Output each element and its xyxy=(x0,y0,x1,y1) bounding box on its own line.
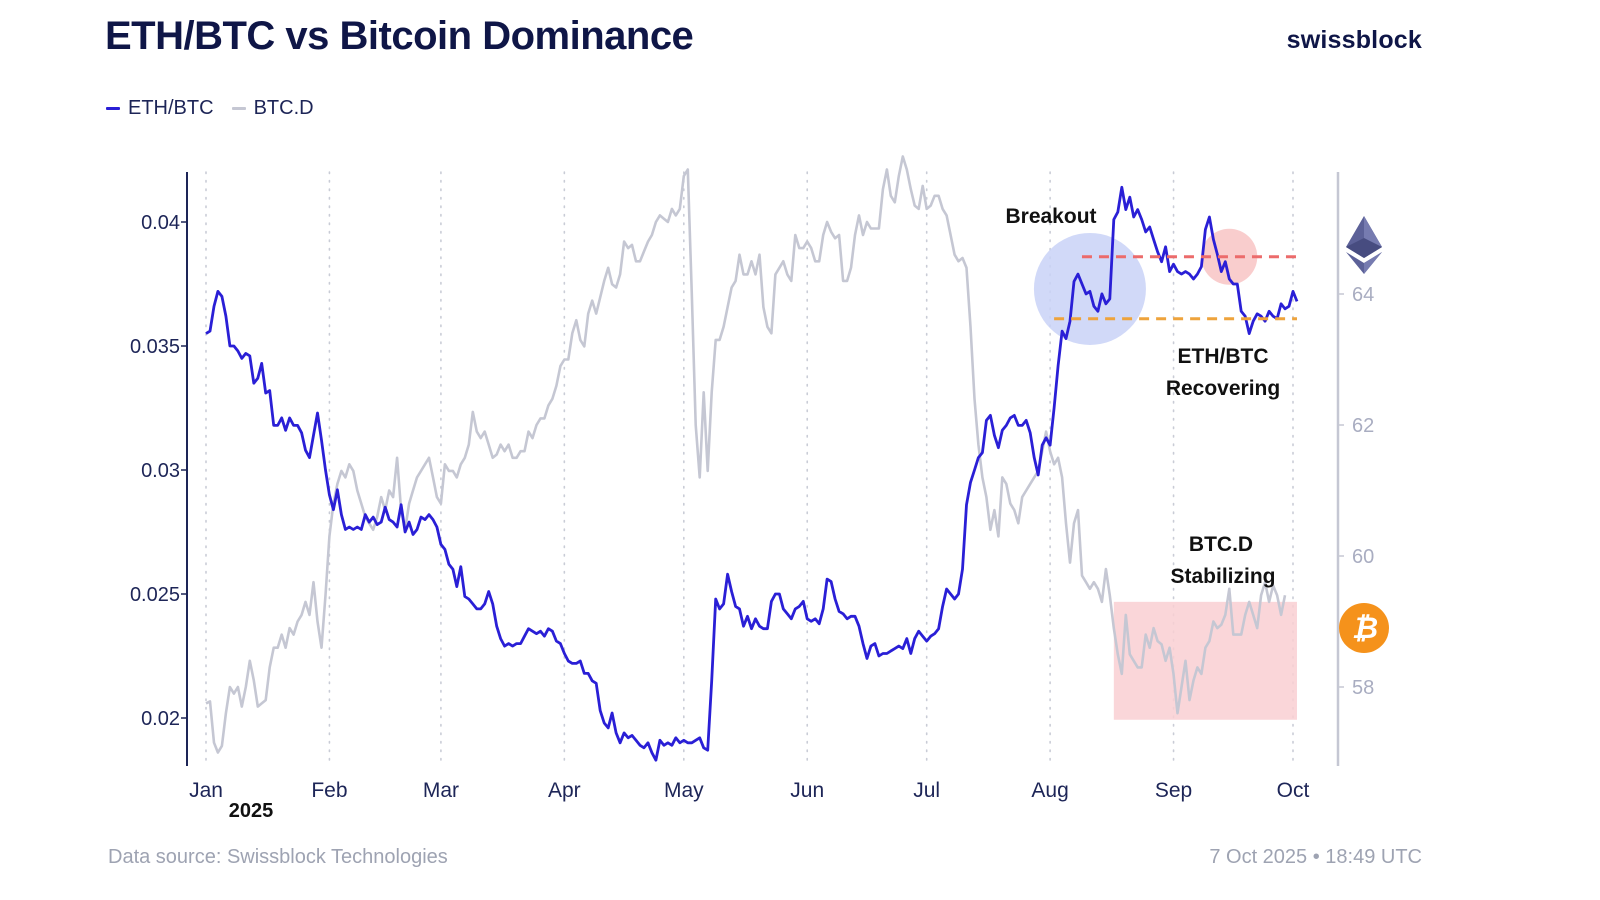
data-source: Data source: Swissblock Technologies xyxy=(108,846,448,868)
x-tick-label: Jun xyxy=(790,779,824,802)
right-axis-ticks: 58 60 62 64 xyxy=(1338,284,1374,699)
bitcoin-icon: ₿ xyxy=(1339,603,1389,653)
timestamp: 7 Oct 2025 • 18:49 UTC xyxy=(1209,846,1422,868)
breakout-circle xyxy=(1033,232,1146,345)
legend-swatch-btc-d xyxy=(231,107,246,110)
legend-label-eth-btc: ETH/BTC xyxy=(128,97,214,119)
chart-title: ETH/BTC vs Bitcoin Dominance xyxy=(105,14,694,58)
svg-text:₿: ₿ xyxy=(1352,612,1378,645)
annotation-recovering: Recovering xyxy=(1166,377,1280,400)
x-tick-label: May xyxy=(664,779,704,802)
x-tick-label: Jan xyxy=(189,779,223,802)
year-label: 2025 xyxy=(229,800,274,822)
legend-item-eth-btc[interactable]: ETH/BTC xyxy=(106,97,214,120)
brand-logo: swissblock xyxy=(1286,26,1422,54)
legend-item-btc-d[interactable]: BTC.D xyxy=(231,97,314,120)
x-tick-label: Sep xyxy=(1155,779,1192,802)
x-tick-label: Jul xyxy=(913,779,940,802)
ethereum-icon xyxy=(1346,216,1382,274)
x-tick-label: Mar xyxy=(423,779,459,802)
eth-btc-line xyxy=(205,185,1299,762)
annotation-breakout: Breakout xyxy=(1005,205,1096,228)
annotation-eth-btc: ETH/BTC xyxy=(1178,345,1269,368)
left-tick-label: 0.025 xyxy=(130,584,180,606)
stabilizing-box xyxy=(1113,601,1297,720)
x-tick-label: Feb xyxy=(311,779,347,802)
right-tick-label: 58 xyxy=(1352,677,1374,699)
left-axis-ticks: 0.02 0.025 0.03 0.035 0.04 xyxy=(130,212,187,730)
legend-swatch-eth-btc xyxy=(106,107,120,110)
x-tick-label: Apr xyxy=(548,779,581,802)
x-tick-label: Aug xyxy=(1031,779,1068,802)
right-tick-label: 62 xyxy=(1352,415,1374,437)
annotation-btc-d: BTC.D xyxy=(1189,533,1253,556)
left-tick-label: 0.03 xyxy=(141,460,180,482)
right-tick-label: 64 xyxy=(1352,284,1374,306)
x-axis-ticks: Jan Feb Mar Apr May Jun Jul Aug Sep Oct xyxy=(189,779,1309,802)
legend: ETH/BTC BTC.D xyxy=(106,97,314,120)
annotation-stabilizing: Stabilizing xyxy=(1171,565,1276,588)
legend-label-btc-d: BTC.D xyxy=(253,97,314,119)
left-tick-label: 0.04 xyxy=(141,212,180,234)
left-tick-label: 0.02 xyxy=(141,708,180,730)
right-tick-label: 60 xyxy=(1352,546,1374,568)
x-tick-label: Oct xyxy=(1277,779,1310,802)
left-tick-label: 0.035 xyxy=(130,336,180,358)
